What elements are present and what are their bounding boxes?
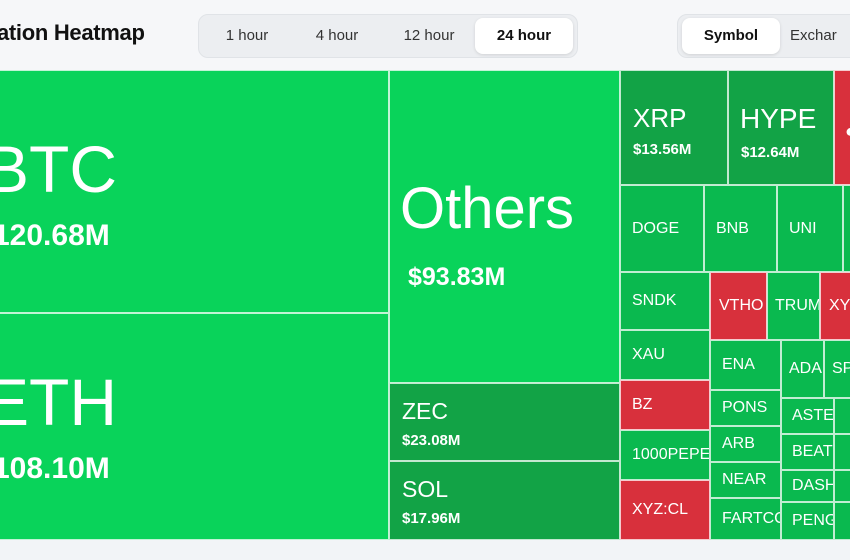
tile-green-unlabeled-5[interactable]: [834, 502, 850, 540]
timeframe-1h-button[interactable]: 1 hour: [225, 27, 269, 44]
timeframe-selector: 1 hour 4 hour 12 hour 24 hour: [198, 14, 578, 58]
tile-value: $13.56M: [633, 141, 692, 158]
tile-symbol: DASH: [792, 477, 834, 494]
tile-uni[interactable]: UNI: [777, 185, 843, 272]
tile-symbol: XYZ: [829, 297, 850, 314]
tile-vtho[interactable]: VTHO: [710, 272, 767, 340]
tile-aste[interactable]: ASTE: [781, 398, 834, 434]
tile-bz[interactable]: BZ: [620, 380, 710, 430]
tile-eth[interactable]: ETH 108.10M: [0, 313, 389, 540]
tile-value: $93.83M: [408, 263, 506, 291]
tile-arb[interactable]: ARB: [710, 426, 781, 462]
tile-symbol: BTC: [0, 132, 117, 206]
tile-hype[interactable]: HYPE $12.64M: [728, 70, 834, 185]
tile-symbol: TRUM: [775, 297, 820, 314]
group-exchange-button[interactable]: Exchar: [790, 27, 837, 44]
tile-symbol: XYZ:CL: [632, 501, 689, 518]
tile-symbol: BNB: [716, 219, 749, 237]
tile-value: $23.08M: [402, 432, 461, 449]
tile-symbol: FARTCC: [722, 510, 781, 527]
group-symbol-button[interactable]: Symbol: [682, 18, 780, 54]
tile-value: 108.10M: [0, 452, 110, 485]
tile-bnb[interactable]: BNB: [704, 185, 777, 272]
tile-symbol: ENA: [722, 356, 755, 373]
tile-green-unlabeled-4[interactable]: [834, 470, 850, 502]
tile-symbol: NEAR: [722, 471, 767, 488]
tile-others[interactable]: Others $93.83M: [389, 70, 620, 383]
tile-xrp[interactable]: XRP $13.56M: [620, 70, 728, 185]
tile-peng[interactable]: PENG: [781, 502, 834, 540]
timeframe-24h-button[interactable]: 24 hour: [475, 18, 573, 54]
tile-sol[interactable]: SOL $17.96M: [389, 461, 620, 540]
tile-symbol: ETH: [0, 365, 117, 439]
tile-green-unlabeled-3[interactable]: [834, 434, 850, 470]
tile-sndk[interactable]: SNDK: [620, 272, 710, 330]
tile-symbol: 1000PEPE: [632, 446, 710, 463]
tile-symbol: BZ: [632, 396, 653, 413]
tile-symbol: SOL: [402, 476, 449, 502]
tile-ada[interactable]: ADA: [781, 340, 824, 398]
tile-fartco[interactable]: FARTCC: [710, 498, 781, 540]
tile-sp[interactable]: SP: [824, 340, 850, 398]
tile-symbol: ZEC: [402, 398, 448, 424]
tile-symbol: XAU: [632, 346, 665, 363]
tile-btc[interactable]: BTC 120.68M: [0, 70, 389, 313]
tile-symbol: ASTE: [792, 407, 834, 424]
timeframe-4h-button[interactable]: 4 hour: [315, 27, 359, 44]
tile-near[interactable]: NEAR: [710, 462, 781, 498]
tile-symbol: VTHO: [719, 297, 764, 314]
tile-symbol: SNDK: [632, 292, 677, 309]
tile-symbol: ARB: [722, 435, 755, 452]
tile-symbol: PONS: [722, 399, 768, 416]
tile-red-unlabeled[interactable]: ◐: [834, 70, 850, 185]
tile-beat[interactable]: BEAT: [781, 434, 834, 470]
tile-symbol: HYPE: [740, 103, 817, 134]
tile-value: $12.64M: [741, 144, 800, 161]
tile-symbol: Others: [400, 176, 575, 241]
timeframe-12h-button[interactable]: 12 hour: [403, 27, 455, 44]
tile-green-unlabeled[interactable]: [843, 185, 850, 272]
tile-xyz[interactable]: XYZ: [820, 272, 850, 340]
tile-symbol: UNI: [789, 219, 817, 237]
tile-zec[interactable]: ZEC $23.08M: [389, 383, 620, 461]
tile-symbol: XRP: [633, 103, 687, 133]
tile-symbol: SP: [832, 360, 850, 377]
liquidation-heatmap: BTC 120.68M ETH 108.10M Others $93.83M Z…: [0, 70, 850, 540]
tile-ena[interactable]: ENA: [710, 340, 781, 390]
tile-1000pepe[interactable]: 1000PEPE: [620, 430, 710, 480]
tile-trum[interactable]: TRUM: [767, 272, 820, 340]
tile-symbol: ADA: [789, 360, 822, 377]
tile-value: 120.68M: [0, 219, 110, 252]
tile-dash[interactable]: DASH: [781, 470, 834, 502]
tile-green-unlabeled-2[interactable]: [834, 398, 850, 434]
page-title: idation Heatmap: [0, 20, 145, 45]
partial-icon: ◐: [845, 121, 850, 142]
top-bar: idation Heatmap 1 hour 4 hour 12 hour 24…: [0, 0, 850, 70]
tile-xau[interactable]: XAU: [620, 330, 710, 380]
tile-pons[interactable]: PONS: [710, 390, 781, 426]
grouping-selector: Symbol Exchar: [677, 14, 850, 58]
tile-xyz-cl[interactable]: XYZ:CL: [620, 480, 710, 540]
tile-value: $17.96M: [402, 510, 461, 527]
tile-doge[interactable]: DOGE: [620, 185, 704, 272]
tile-symbol: BEAT: [792, 443, 833, 460]
bottom-strip: [0, 540, 850, 560]
tile-symbol: PENG: [792, 512, 834, 529]
tile-symbol: DOGE: [632, 219, 680, 237]
